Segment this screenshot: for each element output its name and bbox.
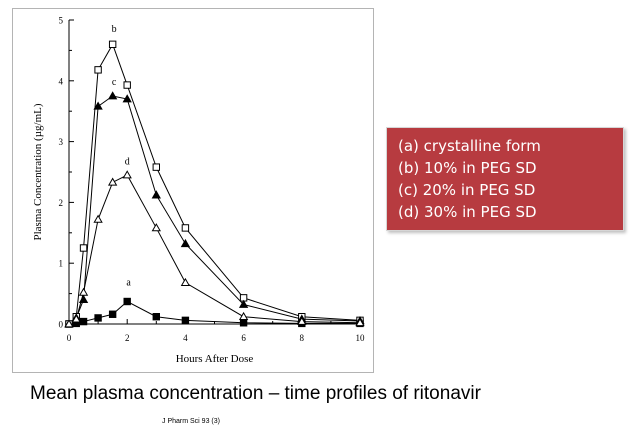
x-tick-label: 0 — [67, 333, 72, 343]
data-point-c — [78, 294, 89, 304]
data-point-b — [108, 40, 117, 49]
data-point-c — [151, 190, 161, 199]
data-point-b — [123, 81, 131, 89]
data-point-c — [93, 101, 103, 110]
legend-item-a: (a) crystalline form — [398, 137, 541, 155]
y-tick-label: 0 — [59, 320, 64, 330]
data-point-d — [238, 311, 249, 321]
data-point-c — [107, 91, 118, 100]
data-point-c — [180, 238, 191, 248]
data-point-a — [239, 319, 248, 327]
legend-item-b: (b) 10% in PEG SD — [398, 159, 537, 177]
data-point-b — [79, 244, 88, 252]
data-point-b — [181, 224, 190, 232]
data-point-b — [152, 163, 161, 171]
x-tick-label: 6 — [241, 333, 246, 343]
data-point-d — [78, 287, 89, 296]
series-line-d — [68, 174, 361, 325]
chart-frame: 0 1 2 3 4 5 0 2 4 6 8 10 Hours After Dose Plasma Conc… — [12, 8, 374, 373]
legend-item-c: (c) 20% in PEG SD — [398, 181, 536, 199]
series-line-c — [68, 95, 361, 325]
data-point-a — [108, 310, 117, 318]
data-point-d — [122, 170, 132, 179]
data-point-d — [93, 214, 103, 223]
x-tick-label: 10 — [356, 333, 366, 343]
data-point-d — [297, 316, 307, 325]
series-annotation-d: d — [125, 157, 130, 168]
data-point-d — [151, 223, 161, 232]
y-tick-label: 5 — [59, 16, 64, 26]
data-point-c — [238, 299, 249, 308]
data-point-d — [71, 314, 81, 323]
slide-caption: Mean plasma concentration – time profile… — [30, 383, 481, 404]
series-annotation-c: c — [112, 77, 117, 88]
legend-box: (a) crystalline form (b) 10% in PEG SD (… — [386, 127, 624, 231]
data-point-d — [64, 319, 74, 328]
y-tick-label: 3 — [59, 137, 64, 147]
y-axis-label: Plasma Concentration (µg/mL) — [32, 103, 44, 240]
legend-item-d: (d) 30% in PEG SD — [398, 203, 537, 221]
data-point-a — [181, 316, 190, 325]
data-point-a — [79, 317, 88, 326]
concentration-chart: 0 1 2 3 4 5 0 2 4 6 8 10 Hours After Dose Plasma Conc… — [32, 16, 366, 366]
data-point-c — [122, 94, 132, 103]
data-point-a — [123, 297, 131, 306]
citation: J Pharm Sci 93 (3) — [162, 418, 220, 425]
x-tick-label: 2 — [125, 333, 130, 343]
x-axis-label: Hours After Dose — [176, 353, 254, 365]
y-tick-label: 2 — [59, 198, 64, 208]
x-tick-label: 8 — [300, 333, 305, 343]
data-point-d — [355, 317, 365, 327]
data-point-d — [107, 177, 118, 186]
series-annotation-b: b — [112, 24, 117, 35]
series-annotation-a: a — [126, 278, 131, 289]
data-point-a — [152, 313, 161, 321]
data-point-a — [94, 314, 102, 322]
x-tick-label: 4 — [183, 333, 188, 343]
y-tick-label: 1 — [59, 259, 64, 269]
y-tick-label: 4 — [59, 76, 64, 86]
data-point-b — [94, 66, 102, 74]
data-point-d — [180, 277, 191, 287]
